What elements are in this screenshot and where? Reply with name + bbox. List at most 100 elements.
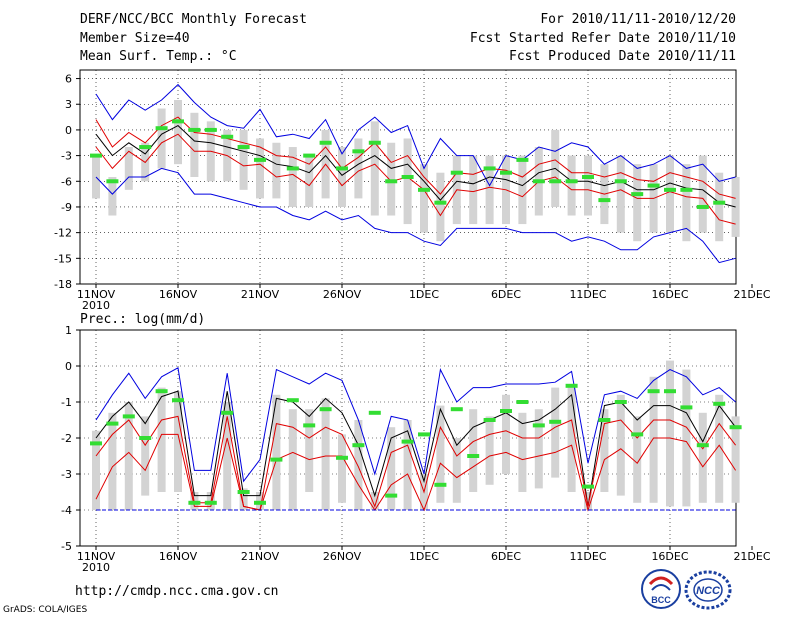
temp-box-19: [403, 138, 412, 225]
temp-xtick-label-3: 26NOV: [323, 288, 362, 301]
precip-ref-marker-2: [122, 414, 135, 419]
temp-ref-marker-34: [696, 204, 709, 209]
temp-box-13: [305, 155, 314, 207]
temp-series-lower-envelope: [95, 167, 736, 264]
temp-ytick-label-1: 3: [65, 98, 72, 111]
temp-box-6: [190, 112, 199, 177]
temp-ytick-label-6: -12: [54, 227, 72, 240]
temp-ref-marker-8: [237, 145, 250, 150]
precip-ref-marker-29: [565, 383, 578, 388]
temp-ref-marker-5: [188, 127, 201, 132]
temp-box-38: [715, 172, 724, 242]
precip-box-25: [502, 394, 510, 474]
precip-box-35: [666, 360, 674, 507]
precip-ref-marker-38: [713, 401, 726, 406]
precip-xtick-label-5: 6DEC: [491, 550, 521, 563]
precip-ytick-label-2: -1: [61, 396, 72, 409]
precip-xtick-label-7: 16DEC: [651, 550, 688, 563]
temp-box-32: [616, 155, 625, 233]
temp-series-upper-band: [95, 116, 736, 199]
precip-box-34: [649, 376, 658, 503]
precip-ref-marker-0: [90, 441, 102, 446]
temp-box-35: [666, 155, 674, 233]
ncc-logo: NCC: [684, 570, 732, 610]
precip-ref-marker-6: [188, 500, 201, 505]
precip-series-upper-envelope: [95, 367, 736, 483]
temp-box-21: [436, 172, 445, 242]
precip-ref-marker-31: [598, 418, 611, 422]
temp-ref-marker-1: [106, 179, 119, 184]
temp-box-24: [485, 155, 494, 225]
precip-box-12: [288, 409, 297, 510]
grads-credit: GrADS: COLA/IGES: [3, 605, 88, 615]
precip-ref-marker-14: [319, 407, 332, 412]
precip-xtick-label-1: 16NOV: [159, 550, 198, 563]
precip-box-28: [551, 387, 560, 478]
temp-ref-marker-14: [352, 149, 365, 154]
precip-ref-marker-23: [467, 454, 480, 458]
precip-series-median: [95, 390, 736, 507]
precip-ref-marker-39: [729, 425, 742, 430]
precip-ref-marker-34: [647, 389, 660, 394]
precip-box-3: [141, 416, 150, 496]
precip-ref-marker-13: [303, 423, 316, 428]
precip-box-36: [682, 369, 691, 507]
temp-ref-marker-22: [500, 170, 512, 175]
temp-ref-marker-19: [434, 200, 447, 205]
precip-ref-marker-3: [139, 436, 152, 440]
temp-ref-marker-10: [286, 166, 299, 171]
temp-xtick-label-7: 16DEC: [651, 288, 688, 301]
temp-ref-marker-24: [532, 179, 545, 184]
precip-xtick-label-2: 21NOV: [241, 550, 280, 563]
precip-ref-marker-9: [237, 490, 250, 494]
temp-ref-marker-6: [204, 127, 217, 132]
temp-ref-marker-28: [598, 198, 611, 203]
precip-series-lower-band: [95, 433, 737, 512]
member-size-label: Member Size=40: [80, 31, 190, 46]
precip-box-9: [239, 488, 248, 510]
precip-ref-marker-7: [204, 500, 217, 505]
temp-ref-marker-31: [647, 183, 660, 188]
produced-date-label: Fcst Produced Date 2010/11/11: [509, 49, 736, 64]
precip-series-upper-band: [95, 415, 736, 511]
temp-box-20: [420, 164, 428, 233]
temp-ref-marker-29: [614, 179, 627, 184]
temp-series-median: [95, 124, 736, 208]
temp-box-26: [518, 155, 527, 225]
precip-box-8: [223, 402, 232, 510]
precip-box-5: [174, 391, 182, 492]
temp-ref-marker-11: [303, 153, 316, 158]
temp-ref-marker-20: [450, 170, 463, 175]
precip-ref-marker-18: [385, 493, 398, 498]
temp-box-29: [567, 155, 576, 216]
chart-title: DERF/NCC/BCC Monthly Forecast: [80, 12, 307, 27]
temp-ytick-label-7: -15: [54, 252, 72, 265]
precip-ytick-label-3: -2: [61, 432, 72, 445]
temp-ref-marker-32: [664, 187, 676, 192]
precip-ref-marker-26: [516, 400, 529, 404]
temp-ref-marker-13: [336, 166, 348, 171]
temp-box-12: [288, 147, 297, 207]
precip-box-38: [715, 394, 724, 503]
temp-ref-marker-12: [319, 140, 332, 145]
precip-xtick-label-6: 11DEC: [569, 550, 606, 563]
temp-xtick-label-1: 16NOV: [159, 288, 198, 301]
temp-ref-marker-23: [516, 157, 529, 162]
temp-xtick-label-5: 6DEC: [491, 288, 521, 301]
precip-ref-marker-16: [352, 443, 365, 448]
precip-ref-marker-36: [680, 405, 693, 410]
precip-box-1: [108, 412, 117, 510]
precip-ref-marker-5: [172, 398, 184, 403]
temp-box-16: [354, 138, 363, 199]
precip-box-18: [387, 427, 396, 510]
started-date-label: Fcst Started Refer Date 2010/11/10: [469, 31, 736, 46]
bcc-logo: BCC: [641, 569, 681, 609]
precip-ref-marker-22: [450, 407, 463, 412]
temp-box-15: [338, 147, 346, 207]
temp-ref-marker-9: [254, 157, 266, 162]
temp-box-9: [239, 129, 248, 190]
precip-box-21: [436, 405, 445, 503]
precip-xtick-label-3: 26NOV: [323, 550, 362, 563]
source-url[interactable]: http://cmdp.ncc.cma.gov.cn: [75, 584, 279, 599]
precip-ytick-label-6: -5: [61, 540, 72, 553]
